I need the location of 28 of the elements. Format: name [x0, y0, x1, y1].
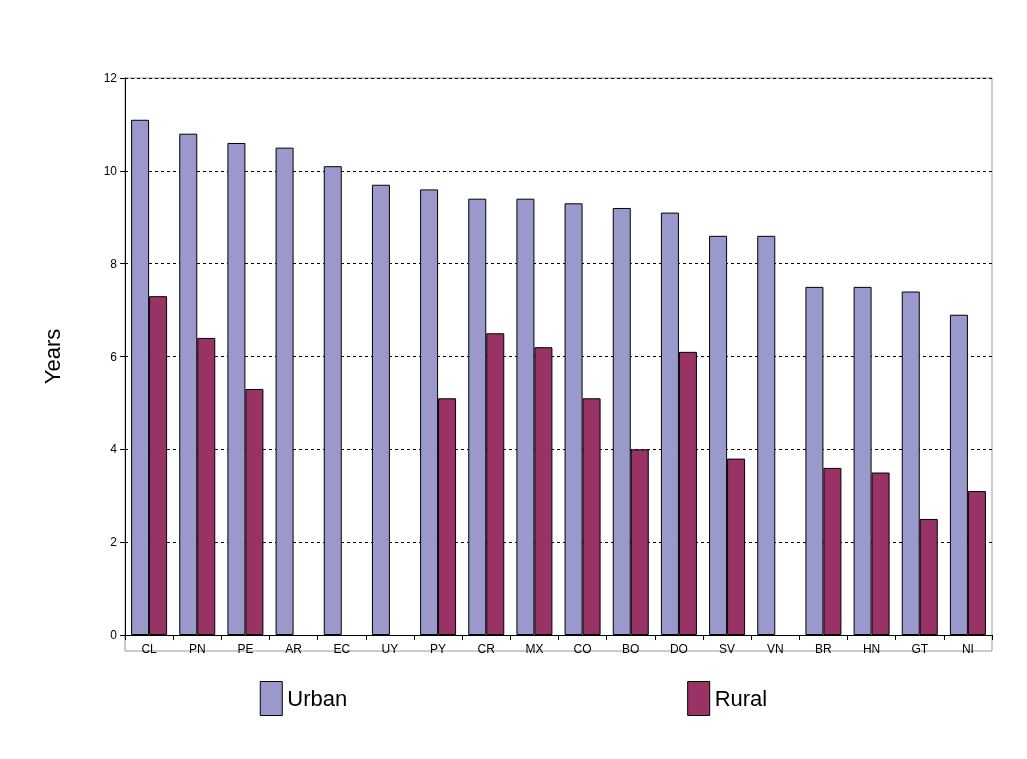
x-tick-label: EC	[333, 642, 351, 656]
x-tick-label: CO	[573, 642, 592, 656]
y-tick-label: 6	[110, 349, 118, 364]
x-tick-label: UY	[381, 642, 399, 656]
x-tick-label: VN	[766, 642, 784, 656]
x-tick-label: AR	[285, 642, 303, 656]
y-tick-label: 8	[110, 256, 118, 271]
x-tick-label: BR	[815, 642, 833, 656]
y-tick-label: 4	[110, 442, 118, 457]
x-tick-label: HN	[862, 642, 881, 656]
x-tick-label: SV	[719, 642, 736, 656]
y-tick-label: 12	[103, 71, 118, 85]
y-axis-title: Years	[39, 328, 65, 385]
x-tick-label: CL	[141, 642, 158, 656]
x-tick-label: MX	[525, 642, 544, 656]
x-tick-label: CR	[477, 642, 496, 656]
x-tick-label: GT	[911, 642, 929, 656]
x-tick-label: BO	[622, 642, 640, 656]
x-tick-label: PY	[430, 642, 447, 656]
x-tick-label: NI	[961, 642, 974, 656]
x-tick-label: PE	[237, 642, 254, 656]
y-tick-label: 10	[103, 163, 118, 178]
legend-label: Rural	[714, 686, 768, 711]
y-tick-label: 0	[110, 628, 118, 642]
x-tick-label: PN	[188, 642, 206, 656]
y-tick-label: 2	[110, 535, 118, 550]
x-tick-label: DO	[669, 642, 688, 656]
legend-label: Urban	[287, 686, 348, 711]
